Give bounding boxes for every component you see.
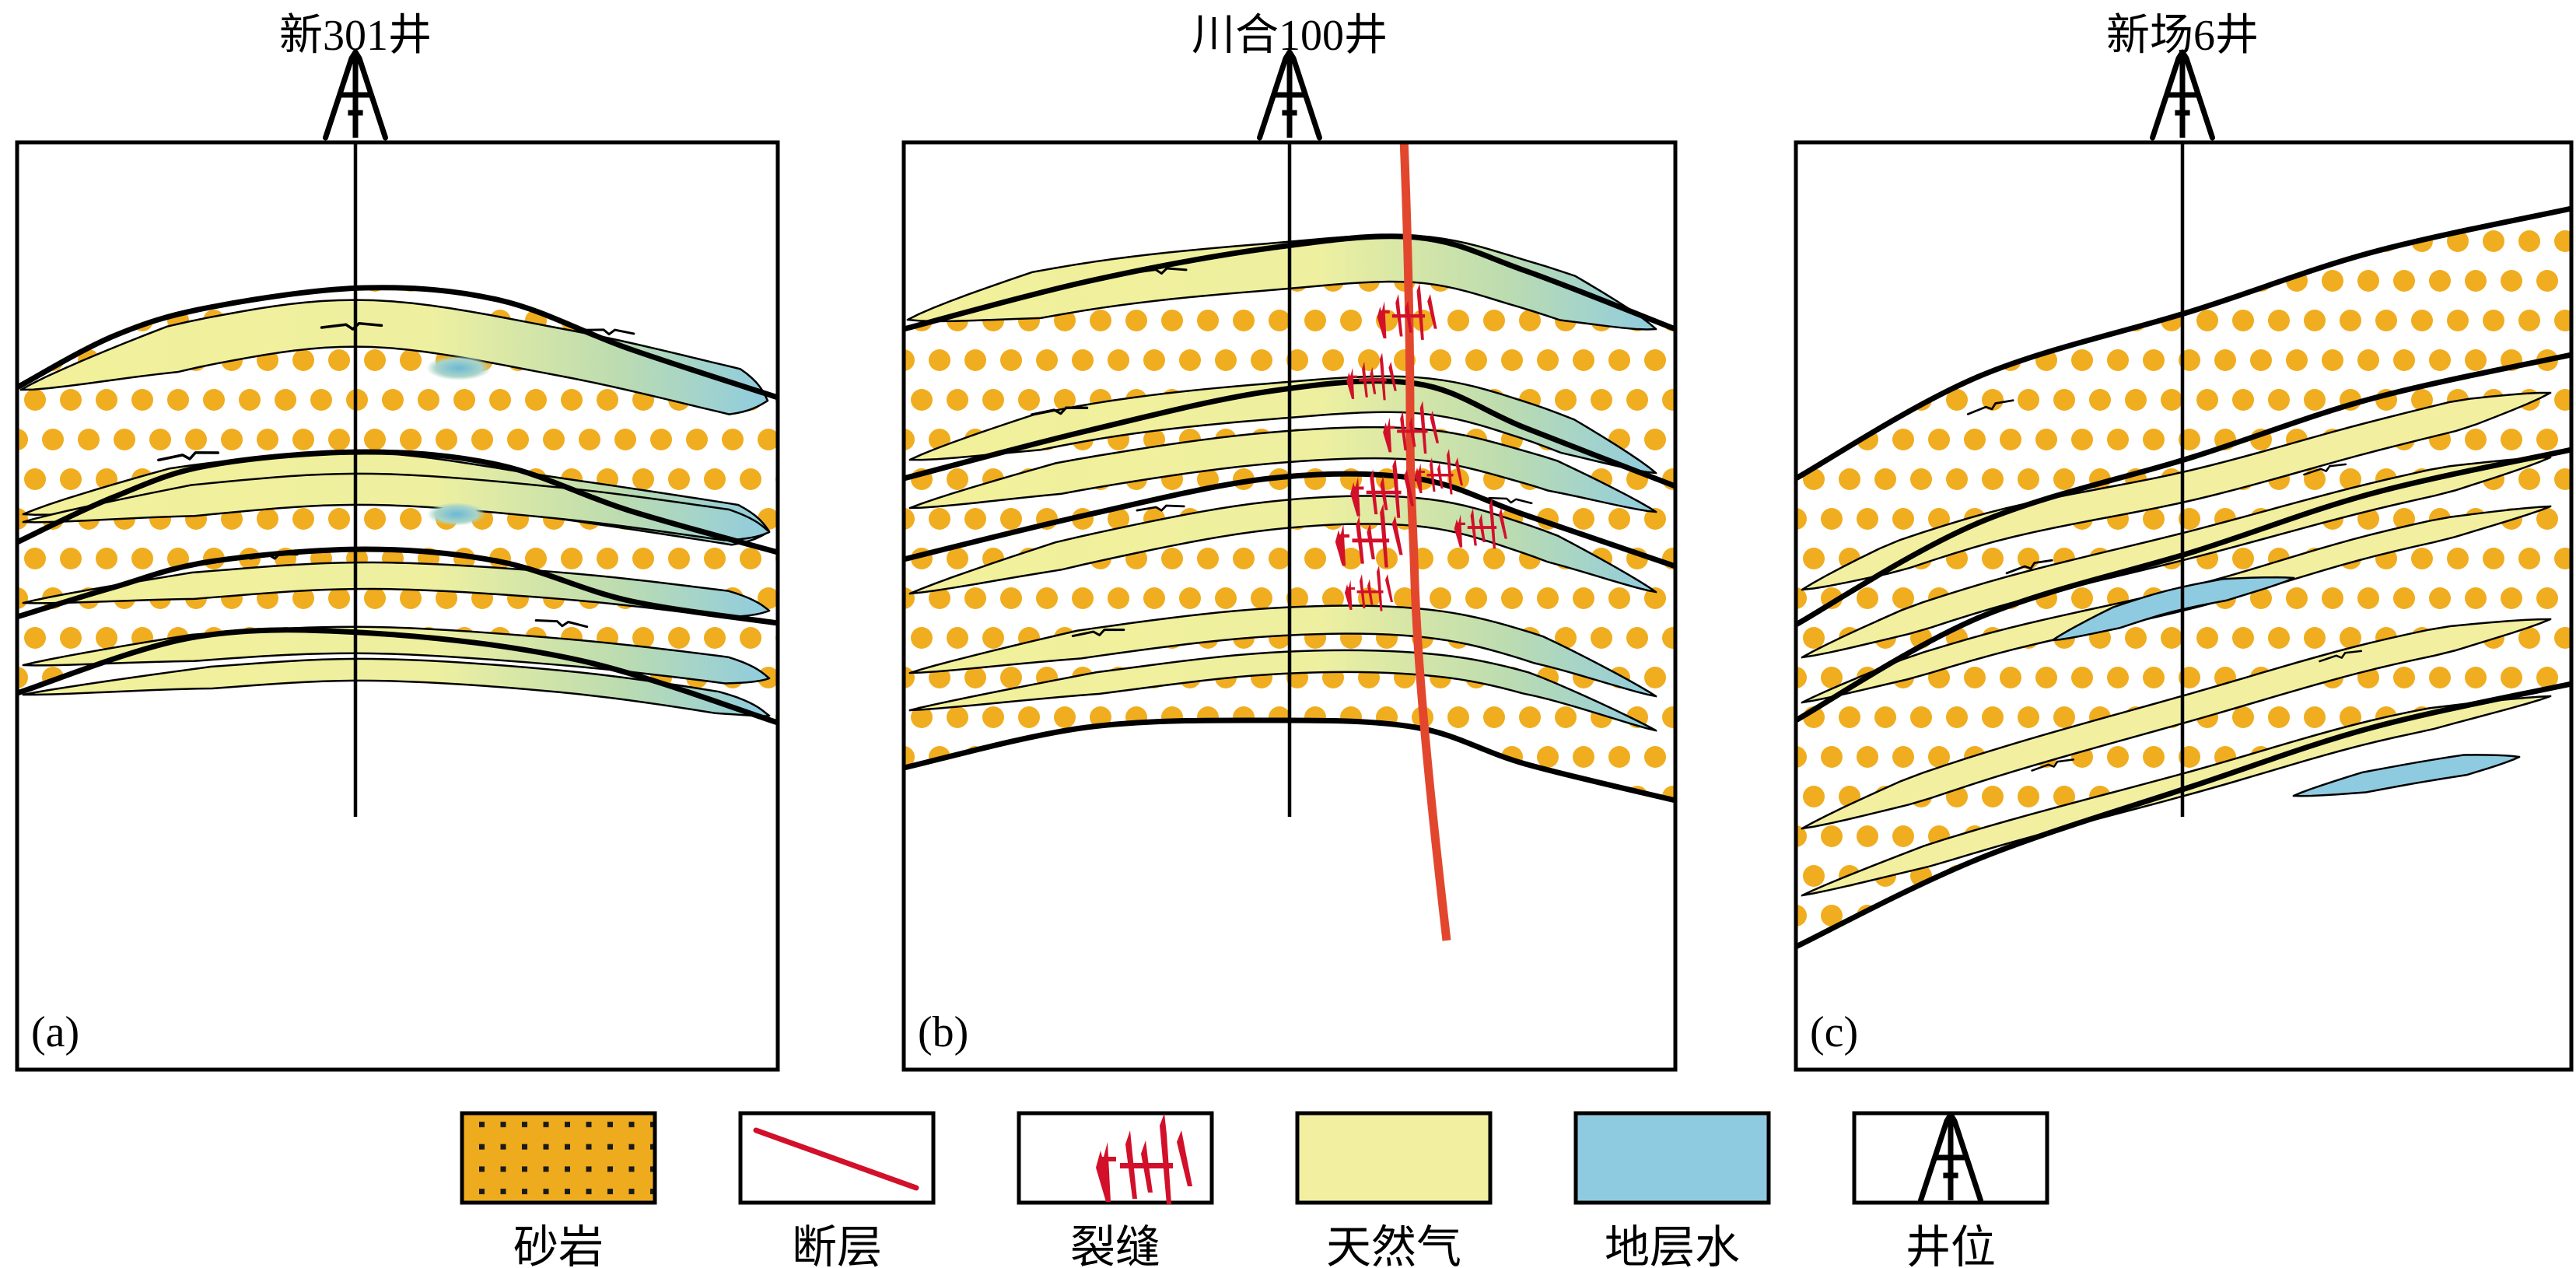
svg-text:裂缝: 裂缝 — [1070, 1222, 1160, 1268]
svg-text:砂岩: 砂岩 — [513, 1222, 604, 1268]
svg-text:(c): (c) — [1810, 1008, 1858, 1056]
svg-text:地层水: 地层水 — [1605, 1222, 1740, 1268]
svg-text:井位: 井位 — [1906, 1222, 1996, 1268]
svg-text:断层: 断层 — [792, 1222, 882, 1268]
svg-text:(a): (a) — [31, 1008, 79, 1056]
svg-text:天然气: 天然气 — [1326, 1222, 1461, 1268]
svg-text:(b): (b) — [918, 1008, 968, 1056]
